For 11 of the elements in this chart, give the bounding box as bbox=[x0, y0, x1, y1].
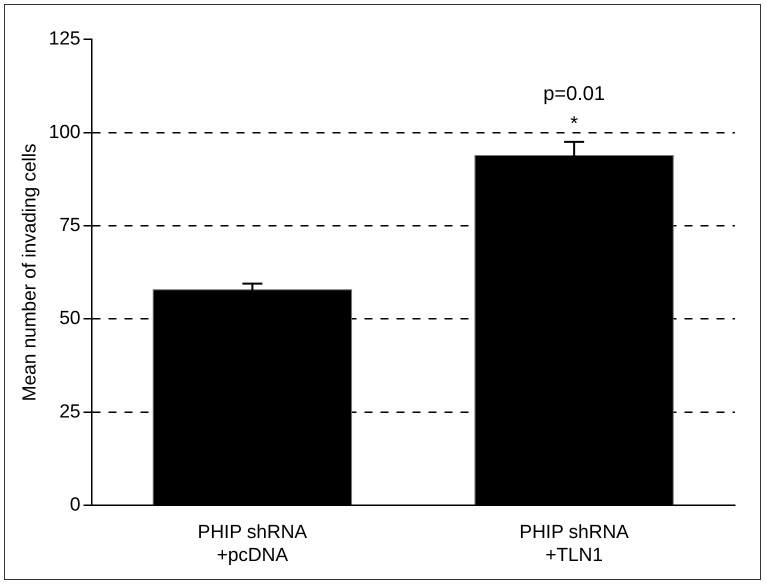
y-axis-title: Mean number of invading cells bbox=[20, 144, 41, 402]
y-tick-label: 25 bbox=[59, 401, 80, 422]
y-tick-label: 100 bbox=[48, 122, 80, 143]
y-tick-label: 75 bbox=[59, 215, 80, 236]
y-tick-label: 50 bbox=[59, 308, 80, 330]
x-tick-label: PHIP shRNA +pcDNA bbox=[198, 522, 308, 566]
annotation: p=0.01 bbox=[543, 82, 605, 105]
y-tick-label: 0 bbox=[70, 494, 80, 516]
annotation: * bbox=[570, 112, 578, 135]
y-tick-label: 125 bbox=[48, 28, 80, 50]
x-tick-label: PHIP shRNA +TLN1 bbox=[519, 522, 630, 566]
